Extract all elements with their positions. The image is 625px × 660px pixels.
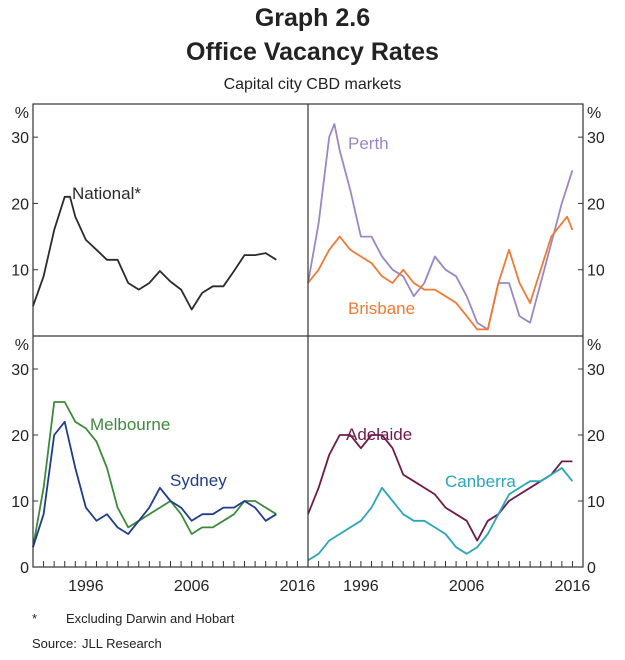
series-line-perth xyxy=(307,123,574,331)
series-line-adelaide xyxy=(307,434,573,542)
graph-number: Graph 2.6 xyxy=(254,4,371,32)
series-line-national xyxy=(32,195,277,311)
series-label-melbourne: Melbourne xyxy=(90,415,170,434)
footnote-mark: * xyxy=(32,611,38,626)
source-label: Source: xyxy=(32,636,77,651)
unit-label: % xyxy=(15,105,29,122)
y-tick-label: 10 xyxy=(11,494,29,511)
footnote: * Excluding Darwin and Hobart xyxy=(32,611,234,626)
chart-subtitle: Capital city CBD markets xyxy=(223,76,402,93)
unit-label: % xyxy=(587,105,601,122)
series-line-sydney xyxy=(32,420,277,548)
x-tick-label: 2006 xyxy=(449,578,485,595)
y-tick-label: 30 xyxy=(11,362,29,379)
series-label-adelaide: Adelaide xyxy=(346,425,412,444)
y-tick-label: 30 xyxy=(587,362,605,379)
footnote-text: Excluding Darwin and Hobart xyxy=(66,611,235,626)
y-tick-label: 10 xyxy=(11,263,29,280)
series-line-brisbane xyxy=(307,215,574,331)
unit-label: % xyxy=(587,337,601,354)
source-line: Source: JLL Research xyxy=(32,636,162,651)
x-tick-label: 2006 xyxy=(174,578,210,595)
y-tick-label: 30 xyxy=(11,130,29,147)
series-label-canberra: Canberra xyxy=(445,472,516,491)
source-text: JLL Research xyxy=(82,636,162,651)
chart-title: Office Vacancy Rates xyxy=(186,38,439,66)
x-tick-label: 1996 xyxy=(343,578,379,595)
y-tick-label: 10 xyxy=(587,263,605,280)
unit-label: % xyxy=(15,337,29,354)
y-tick-label: 20 xyxy=(587,196,605,213)
series-label-perth: Perth xyxy=(348,134,389,153)
y-tick-label: 20 xyxy=(11,196,29,213)
series-label-brisbane: Brisbane xyxy=(348,299,415,318)
y-tick-label: 20 xyxy=(11,428,29,445)
y-tick-label: 10 xyxy=(587,494,605,511)
series-label-national: National* xyxy=(72,184,141,203)
series-line-melbourne xyxy=(32,401,277,548)
x-tick-label: 2016 xyxy=(555,578,591,595)
y-tick-label: 20 xyxy=(587,428,605,445)
x-tick-label: 1996 xyxy=(68,578,104,595)
series-line-canberra xyxy=(307,467,574,562)
x-tick-label: 2016 xyxy=(280,578,316,595)
y-tick-label: 0 xyxy=(587,560,596,577)
y-tick-label: 30 xyxy=(587,130,605,147)
y-tick-label: 0 xyxy=(20,560,29,577)
series-label-sydney: Sydney xyxy=(170,471,227,490)
